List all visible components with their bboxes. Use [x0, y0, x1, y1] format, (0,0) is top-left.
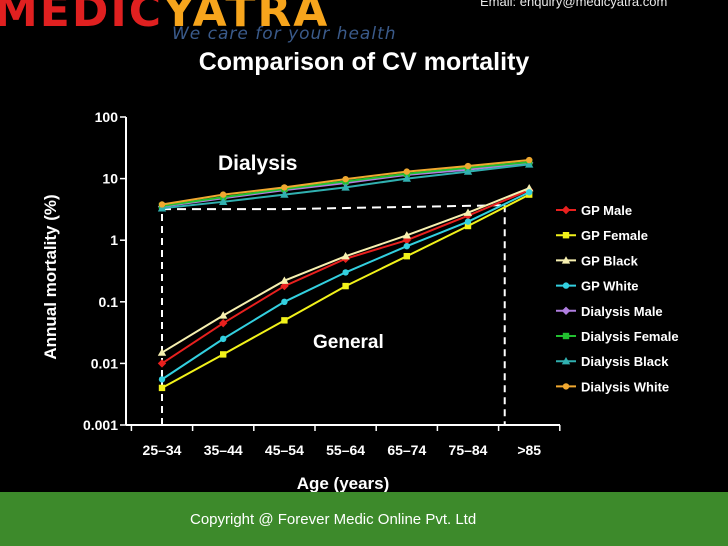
x-tick-label: 45–54: [265, 442, 304, 458]
x-tick-label: 75–84: [449, 442, 488, 458]
data-point: [464, 162, 472, 170]
brand-tagline: We care for your health: [172, 24, 397, 44]
data-point: [157, 204, 167, 212]
footer-bar: Copyright @ Forever Medic Online Pvt. Lt…: [0, 492, 728, 546]
data-point: [158, 376, 166, 383]
y-tick-label: 100: [95, 109, 119, 125]
data-point: [342, 175, 349, 183]
legend-marker: [562, 282, 570, 289]
series-dialysis-black: [157, 160, 534, 212]
data-point: [158, 384, 166, 392]
data-point: [342, 282, 349, 290]
data-point: [463, 167, 473, 175]
y-axis-title: Annual mortality (%): [41, 194, 60, 359]
guide-dashed-line: [162, 204, 505, 211]
data-point: [341, 251, 350, 260]
x-tick-label: 25–34: [143, 442, 182, 458]
legend-marker: [562, 332, 570, 340]
legend-item: GP Female: [556, 228, 648, 243]
legend-item: Dialysis Female: [556, 329, 679, 344]
brand-logo[interactable]: MEDICYATRA: [0, 0, 330, 37]
data-point: [280, 281, 289, 291]
data-point: [281, 317, 288, 324]
data-point: [342, 269, 349, 276]
data-point: [403, 242, 410, 250]
legend-marker: [562, 232, 570, 239]
data-point: [525, 183, 534, 192]
data-point: [280, 276, 289, 284]
data-point: [464, 218, 472, 225]
data-point: [463, 208, 473, 216]
series-gp-black: [157, 183, 534, 356]
x-axis-title: Age (years): [297, 474, 390, 493]
data-point: [219, 197, 228, 206]
data-point: [220, 351, 227, 358]
series-gp-female: [158, 191, 533, 392]
data-point: [464, 222, 472, 230]
data-point: [525, 160, 534, 168]
legend-item: GP Black: [556, 253, 639, 268]
legend-label: Dialysis Black: [581, 354, 669, 369]
legend-label: GP Female: [581, 228, 648, 243]
data-point: [281, 184, 288, 191]
data-point: [219, 318, 228, 328]
y-tick-label: 10: [102, 171, 118, 187]
legend-marker: [561, 357, 571, 365]
x-tick-label: >85: [517, 442, 541, 458]
data-point: [341, 183, 350, 191]
legend-item: Dialysis Black: [556, 354, 669, 369]
data-point: [219, 311, 228, 319]
legend-marker: [561, 256, 571, 264]
y-tick-label: 1: [110, 232, 118, 248]
data-point: [280, 190, 289, 198]
y-tick-label: 0.001: [83, 417, 118, 433]
legend-marker: [562, 383, 570, 390]
series-gp-white: [158, 189, 533, 383]
copyright-text: Copyright @ Forever Medic Online Pvt. Lt…: [190, 511, 477, 528]
header-banner: MEDICYATRA We care for your health Email…: [0, 0, 728, 48]
data-point: [220, 335, 227, 343]
data-point: [403, 168, 410, 175]
legend-label: GP Male: [581, 203, 632, 218]
data-point: [402, 174, 411, 182]
x-tick-label: 55–64: [326, 442, 365, 458]
legend-marker: [561, 306, 571, 315]
x-tick-label: 35–44: [204, 442, 243, 458]
data-point: [157, 359, 167, 368]
data-point: [526, 156, 533, 164]
legend-label: Dialysis Male: [581, 304, 663, 319]
data-point: [158, 201, 166, 208]
legend-item: Dialysis Male: [556, 304, 663, 319]
series-line: [161, 193, 530, 389]
data-point: [281, 298, 288, 305]
data-point: [526, 189, 533, 196]
data-point: [157, 348, 167, 356]
legend-item: GP Male: [556, 203, 632, 218]
data-point: [220, 191, 227, 198]
legend-item: Dialysis White: [556, 379, 669, 394]
legend-marker: [561, 205, 571, 215]
data-point: [402, 231, 411, 239]
legend-label: GP Black: [581, 253, 639, 268]
chart-title: Comparison of CV mortality: [198, 48, 530, 76]
data-point: [403, 252, 410, 260]
contact-email[interactable]: Email: enquiry@medicyatra.com: [480, 0, 668, 9]
y-tick-label: 0.01: [91, 355, 118, 371]
annotation-general: General: [313, 332, 384, 353]
legend-label: GP White: [581, 279, 639, 294]
legend-label: Dialysis Female: [581, 329, 679, 344]
annotation-dialysis: Dialysis: [218, 152, 297, 175]
x-tick-label: 65–74: [387, 442, 426, 458]
y-tick-label: 0.1: [99, 294, 119, 310]
series-dialysis-white: [158, 156, 533, 208]
legend-item: GP White: [556, 279, 639, 294]
legend-label: Dialysis White: [581, 379, 669, 394]
